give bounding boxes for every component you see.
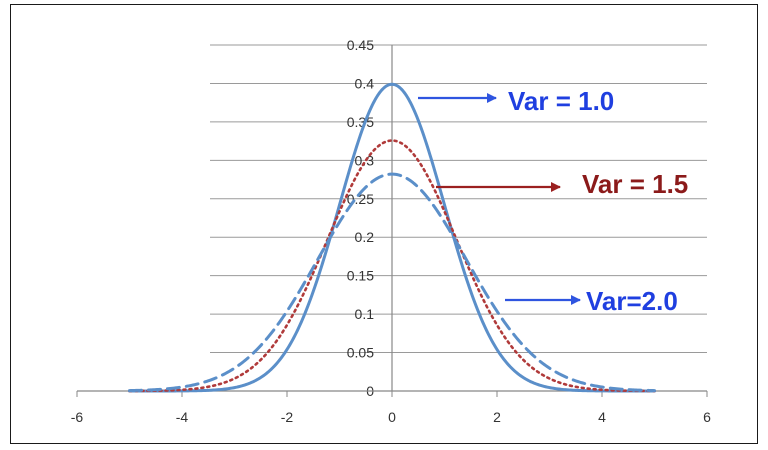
y-tick-label-7: 0.35: [347, 114, 374, 130]
annotation-label-var-1-5: Var = 1.5: [582, 169, 688, 199]
y-tick-label-8: 0.4: [355, 75, 375, 91]
axis-layer: 00.050.10.150.20.250.30.350.40.45-6 -4 -2 0…: [71, 37, 711, 425]
y-tick-label-3: 0.15: [347, 268, 374, 284]
y-tick-label-9: 0.45: [347, 37, 374, 53]
x-tick-label-1: -4: [176, 409, 189, 425]
x-tick-label-3: 0: [388, 409, 396, 425]
series-line-1: [128, 139, 656, 393]
chart-frame: [10, 4, 758, 444]
x-tick-label-6: 6: [703, 409, 711, 425]
series-line-0: [128, 82, 656, 393]
y-tick-label-4: 0.2: [355, 229, 375, 245]
x-tick-label-5: 4: [598, 409, 606, 425]
y-tick-label-1: 0.05: [347, 345, 374, 361]
series-layer: [128, 82, 656, 393]
x-tick-label-2: -2: [281, 409, 294, 425]
x-tick-label-0: -6: [71, 409, 84, 425]
x-tick-label-4: 2: [493, 409, 501, 425]
y-tick-label-6: 0.3: [355, 152, 375, 168]
annotation-label-var-2-0: Var=2.0: [586, 286, 678, 316]
y-tick-label-2: 0.1: [355, 306, 375, 322]
series-line-2: [128, 172, 656, 393]
annotation-layer: Var = 1.0 Var = 1.5 Var=2.0: [418, 86, 688, 316]
annotation-label-var-1-0: Var = 1.0: [508, 86, 614, 116]
